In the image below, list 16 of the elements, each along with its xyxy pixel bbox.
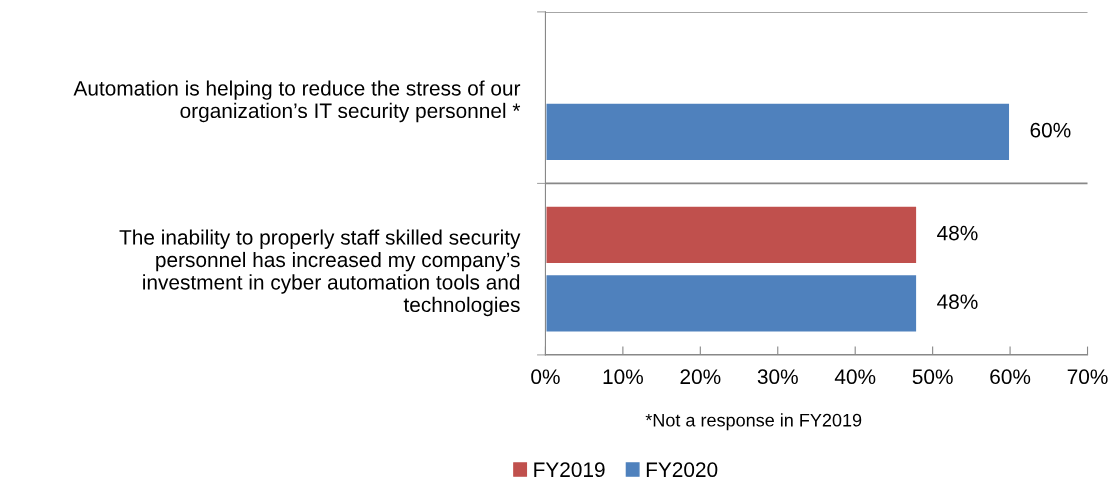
x-tick-label: 30% [757,369,798,385]
x-tick-label: 10% [603,369,643,385]
legend-label: FY2020 [646,462,718,478]
x-tick-label: 20% [680,369,721,385]
y-tick-label: Automation is helping to reduce the stress of our organization’s IT security personnel * [73,80,521,123]
x-tick-label: 60% [990,369,1031,385]
data-label: 60% [1030,122,1071,138]
data-label: 48% [937,294,978,310]
y-tick-label: The inability to properly staff skilled security personnel has increased my company’s investment in cyber automation tools and technologies [119,229,521,317]
x-tick-label: 70% [1067,369,1108,385]
text: *Not a response in FY2019 [645,413,862,431]
x-tick-label: 40% [834,369,876,385]
legend-label: FY2019 [534,462,605,478]
x-tick-label: 0% [531,369,560,385]
data-label: 48% [937,225,978,241]
x-tick-label: 50% [912,369,953,385]
